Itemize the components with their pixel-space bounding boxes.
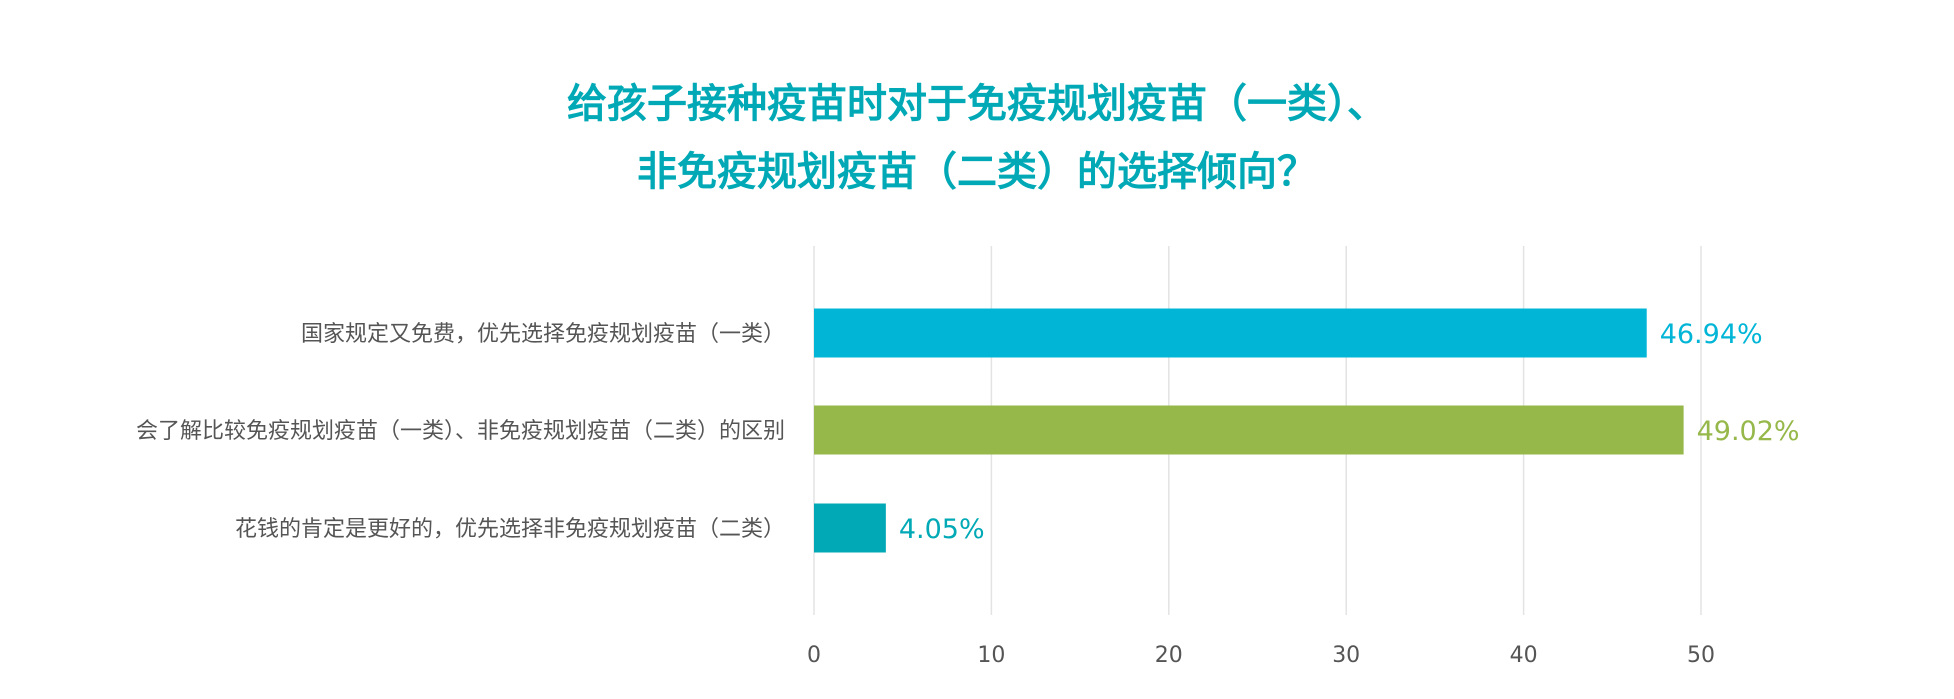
data-label: 4.05% (899, 514, 985, 545)
x-tick-label: 40 (1510, 643, 1538, 668)
x-tick-label: 0 (807, 643, 821, 668)
category-label: 花钱的肯定是更好的，优先选择非免疫规划疫苗（二类） (235, 517, 785, 542)
x-tick-label: 20 (1155, 643, 1183, 668)
bar (814, 503, 886, 553)
x-tick-label: 50 (1687, 643, 1715, 668)
chart-title: 给孩子接种疫苗时对于免疫规划疫苗（一类）、 非免疫规划疫苗（二类）的选择倾向？ (0, 70, 1954, 206)
data-label: 49.02% (1697, 416, 1800, 447)
data-label: 46.94% (1660, 319, 1763, 350)
chart-title-line-1: 给孩子接种疫苗时对于免疫规划疫苗（一类）、 (567, 81, 1387, 127)
bar (814, 405, 1684, 455)
category-label: 国家规定又免费，优先选择免疫规划疫苗（一类） (301, 322, 785, 347)
x-tick-label: 30 (1332, 643, 1360, 668)
category-label: 会了解比较免疫规划疫苗（一类）、非免疫规划疫苗（二类）的区别 (136, 419, 785, 444)
chart-title-line-2: 非免疫规划疫苗（二类）的选择倾向？ (637, 149, 1317, 195)
bar (814, 308, 1647, 358)
x-tick-label: 10 (977, 643, 1005, 668)
